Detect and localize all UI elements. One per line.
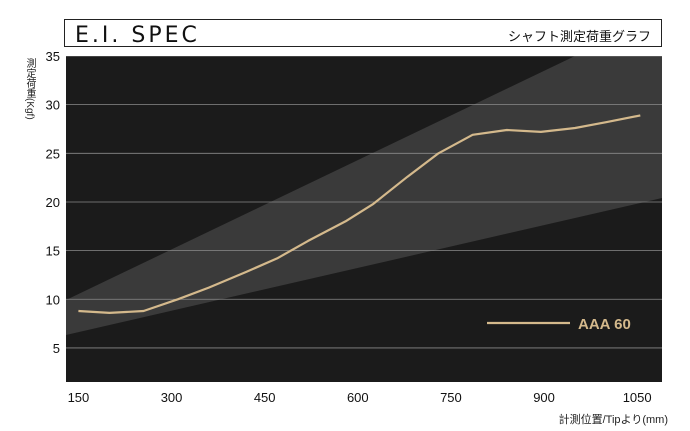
chart-header: E.I. SPEC シャフト測定荷重グラフ [64,19,662,48]
x-tick-label: 150 [68,390,90,405]
y-tick-label: 20 [46,195,60,210]
series-line [78,114,641,314]
y-tick-label: 5 [53,341,60,356]
y-tick-label: 25 [46,146,60,161]
x-tick-label: 1050 [623,390,652,405]
y-tick-label: 15 [46,244,60,259]
x-tick-label: 750 [440,390,462,405]
y-tick-label: 35 [46,49,60,64]
x-tick-label: 450 [254,390,276,405]
chart-subtitle: シャフト測定荷重グラフ [507,29,651,44]
y-axis-label: 測定荷重(Kgf) [24,58,35,120]
y-tick-label: 10 [46,292,60,307]
y-tick-label: 30 [46,98,60,113]
x-tick-label: 900 [533,390,555,405]
x-axis-label: 計測位置/Tipより(mm) [558,414,668,426]
legend-label: AAA 60 [578,316,631,333]
x-tick-label: 300 [161,390,183,405]
reference-band [66,56,662,335]
chart-title: E.I. SPEC [75,23,200,48]
x-tick-label: 600 [347,390,369,405]
